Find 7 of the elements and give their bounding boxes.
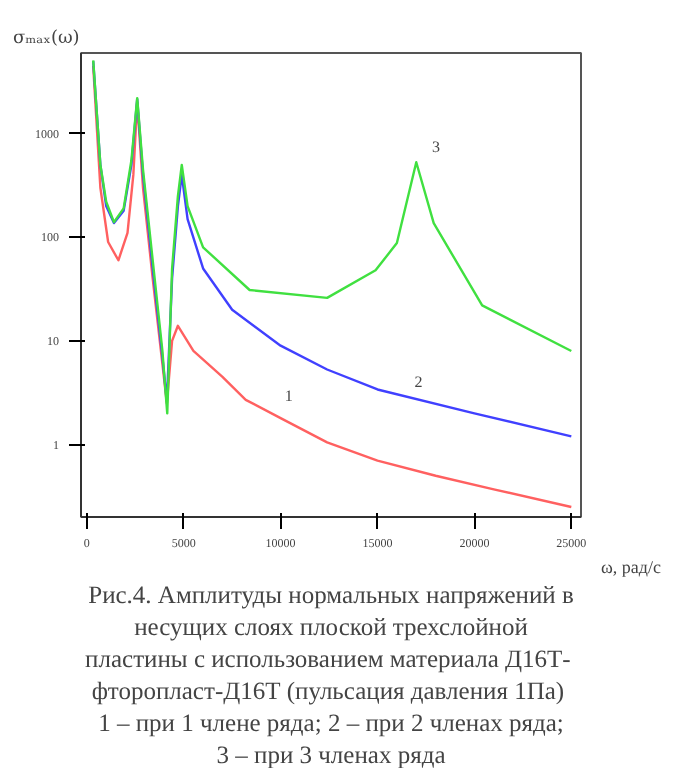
annotation: 3 xyxy=(432,137,441,156)
annotation: 2 xyxy=(414,373,423,392)
x-axis-title: ω, рад/с xyxy=(601,557,662,577)
text: Рис.4. Амплитуды нормальных напряжений в несущих слоях плоской трехслойной пластины с использованием материала Д16Т- фторопласт-Д16Т (пульсация давления 1Па) 1 – при 1 члене ряда; 2 – при 2 членах ряда; 3 – при 3 членах ряда xyxy=(85,581,574,768)
line-series xyxy=(92,64,573,509)
y-axis-title: σₘₐₓ(ω) xyxy=(13,29,80,49)
annotation: 1 xyxy=(284,387,293,406)
